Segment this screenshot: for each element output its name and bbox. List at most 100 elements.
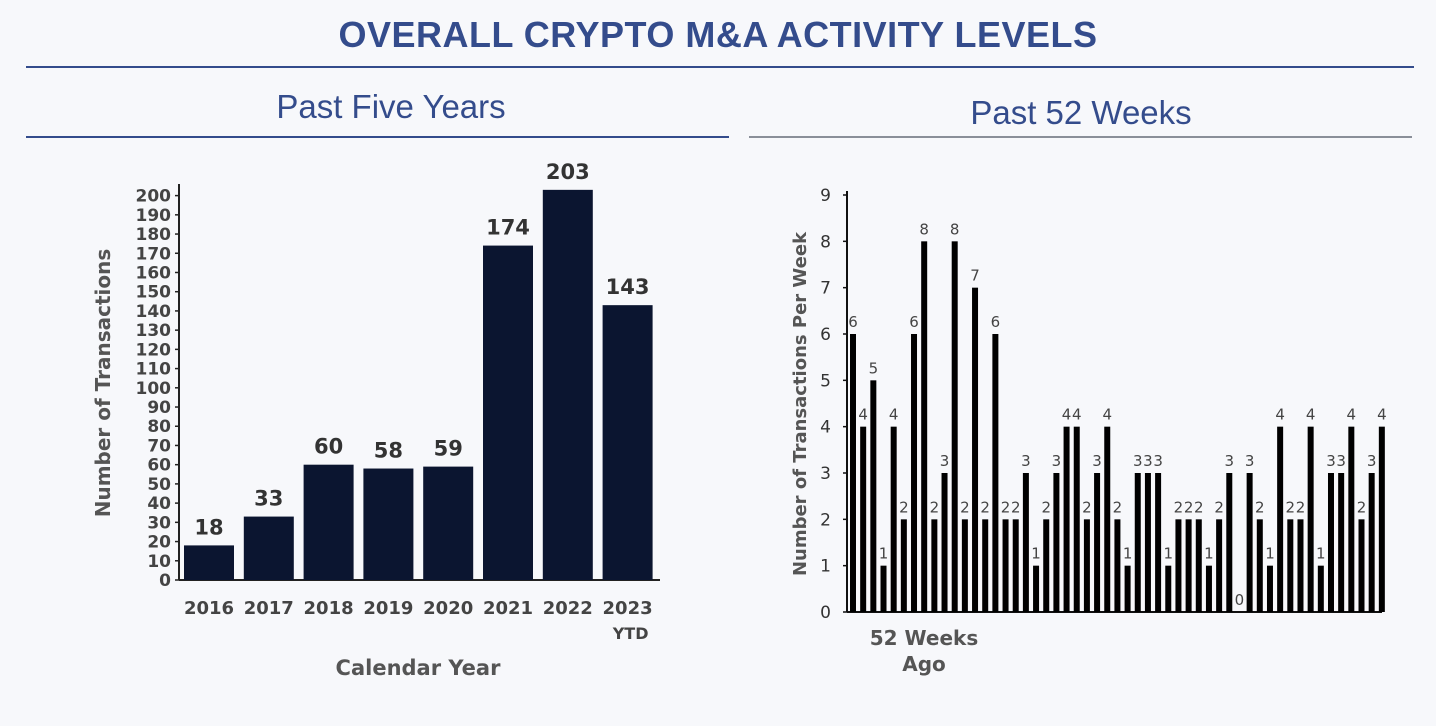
left-y-tick-label: 170	[136, 244, 172, 264]
right-bar-data-label: 2	[1011, 498, 1021, 516]
right-bar-data-label: 5	[869, 359, 879, 377]
right-bar	[1338, 473, 1345, 612]
right-bar-data-label: 4	[1306, 406, 1316, 424]
left-y-tick-label: 0	[159, 571, 171, 591]
right-bar	[982, 519, 989, 612]
left-x-tick-label: 2021	[483, 598, 533, 619]
right-bar	[890, 426, 897, 612]
right-bar-data-label: 2	[1174, 498, 1184, 516]
left-x-axis-label: Calendar Year	[336, 656, 502, 680]
right-bar-data-label: 3	[1052, 452, 1062, 470]
right-bar-data-label: 2	[1214, 498, 1224, 516]
left-y-tick-label: 30	[147, 513, 171, 533]
left-bar-data-label: 174	[486, 216, 530, 240]
right-y-axis-label: Number of Transactions Per Week	[790, 231, 811, 576]
right-bar	[860, 426, 867, 612]
right-bar-data-label: 1	[1204, 545, 1214, 563]
right-bar	[1246, 473, 1253, 612]
right-bar	[1124, 565, 1131, 612]
right-bar-data-label: 3	[1225, 452, 1235, 470]
right-y-tick-label: 0	[820, 603, 831, 623]
left-y-axis-label: Number of Transactions	[91, 249, 115, 518]
right-bar	[1297, 519, 1304, 612]
right-bar	[1002, 519, 1009, 612]
right-bar	[1205, 565, 1212, 612]
right-bar	[1266, 565, 1273, 612]
right-bar-data-label: 2	[1041, 498, 1051, 516]
right-bar-data-label: 2	[1184, 498, 1194, 516]
left-bar	[483, 245, 533, 580]
right-bar	[961, 519, 968, 612]
left-y-tick-label: 60	[147, 456, 171, 476]
right-bar-data-label: 4	[1102, 406, 1112, 424]
left-x-tick-sublabel: YTD	[612, 624, 649, 643]
left-bar-chart: 0102030405060708090100110120130140150160…	[91, 160, 660, 680]
right-bar-data-label: 0	[1235, 591, 1245, 609]
right-bar	[1165, 565, 1172, 612]
right-bar-data-label: 4	[1275, 406, 1285, 424]
left-y-tick-label: 90	[147, 398, 171, 418]
right-bar-data-label: 1	[879, 545, 889, 563]
right-bar-data-label: 2	[899, 498, 909, 516]
right-bar-data-label: 2	[1113, 498, 1123, 516]
right-bar-data-label: 8	[950, 220, 960, 238]
right-bar-data-label: 3	[1326, 452, 1336, 470]
left-bar-data-label: 60	[314, 435, 343, 459]
left-bar-data-label: 33	[254, 487, 283, 511]
right-bar	[1083, 519, 1090, 612]
right-bar	[951, 241, 958, 613]
right-bar	[1185, 519, 1192, 612]
left-y-tick-label: 100	[136, 379, 172, 399]
right-bar	[1277, 426, 1284, 612]
right-bar	[972, 287, 979, 612]
left-y-tick-label: 160	[136, 263, 172, 283]
right-bar	[1053, 473, 1060, 612]
right-y-tick-label: 8	[820, 232, 831, 252]
right-bar	[900, 519, 907, 612]
right-bar	[921, 241, 928, 613]
right-bar	[931, 519, 938, 612]
right-y-tick-label: 3	[820, 464, 831, 484]
left-y-tick-label: 120	[136, 340, 172, 360]
left-y-tick-label: 40	[147, 494, 171, 514]
right-bar-data-label: 1	[1265, 545, 1275, 563]
left-y-tick-label: 150	[136, 283, 172, 303]
left-bar-data-label: 203	[546, 160, 590, 184]
right-y-tick-label: 2	[820, 510, 831, 530]
right-bar-data-label: 2	[1296, 498, 1306, 516]
right-bar	[870, 380, 877, 612]
right-bar	[1043, 519, 1050, 612]
left-bar-data-label: 18	[194, 515, 223, 539]
title-divider	[26, 66, 1414, 68]
right-bar-data-label: 3	[1092, 452, 1102, 470]
right-bar-data-label: 1	[1316, 545, 1326, 563]
left-y-tick-label: 130	[136, 321, 172, 341]
left-bar-data-label: 143	[606, 275, 650, 299]
right-bar	[941, 473, 948, 612]
right-bar	[1073, 426, 1080, 612]
right-bar-data-label: 4	[889, 406, 899, 424]
right-bar-data-label: 3	[1245, 452, 1255, 470]
left-bar	[363, 468, 414, 580]
right-bar-data-label: 8	[919, 220, 929, 238]
right-y-tick-label: 1	[820, 557, 831, 577]
right-bar-data-label: 4	[858, 406, 868, 424]
right-bar-data-label: 2	[930, 498, 940, 516]
left-y-tick-label: 80	[147, 417, 171, 437]
right-y-tick-label: 9	[820, 186, 831, 206]
left-bar-data-label: 59	[434, 437, 463, 461]
left-bar	[303, 464, 354, 580]
right-bar	[992, 334, 999, 612]
right-bar-data-label: 1	[1031, 545, 1041, 563]
right-bar	[1155, 473, 1162, 612]
left-chart-divider	[26, 136, 729, 138]
right-bar	[1307, 426, 1314, 612]
left-bar-data-label: 58	[374, 439, 403, 463]
left-chart-title: Past Five Years	[276, 88, 506, 125]
left-x-tick-label: 2023	[603, 598, 653, 619]
right-bar-data-label: 4	[1072, 406, 1082, 424]
right-bar-data-label: 3	[940, 452, 950, 470]
left-bar	[423, 466, 474, 580]
right-bar-data-label: 3	[1153, 452, 1163, 470]
